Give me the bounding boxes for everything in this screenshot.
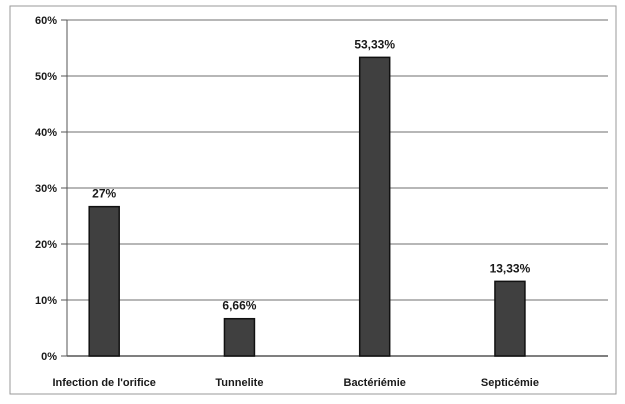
bar-3: [358, 56, 391, 357]
bar-4: [494, 280, 526, 357]
data-label-4: 13,33%: [490, 261, 531, 275]
data-label-1: 27%: [92, 187, 116, 201]
x-axis-ticks: Infection de l'orifice Tunnelite Bactériém…: [52, 377, 539, 389]
y-tick-label: 60%: [35, 15, 57, 27]
y-axis-ticks: 0% 10% 20% 30% 40% 50% 60%: [35, 15, 68, 363]
bar-1: [88, 205, 120, 357]
y-tick-label: 50%: [35, 71, 57, 83]
chart-border: [9, 5, 617, 395]
x-tick-label-1: Infection de l'orifice: [52, 377, 155, 389]
data-label-3: 53,33%: [354, 37, 395, 51]
y-tick-label: 10%: [35, 295, 57, 307]
bar-2: [223, 317, 256, 357]
x-tick-label-4: Septicémie: [481, 377, 539, 389]
data-labels: 27% 6,66% 53,33% 13,33%: [92, 37, 530, 312]
y-tick-label: 0%: [41, 351, 57, 363]
data-label-2: 6,66%: [222, 299, 256, 313]
x-tick-label-2: Tunnelite: [215, 377, 263, 389]
bars: [88, 56, 526, 357]
y-tick-label: 40%: [35, 127, 57, 139]
y-tick-label: 20%: [35, 239, 57, 251]
y-tick-label: 30%: [35, 183, 57, 195]
x-tick-label-3: Bactériémie: [344, 377, 406, 389]
